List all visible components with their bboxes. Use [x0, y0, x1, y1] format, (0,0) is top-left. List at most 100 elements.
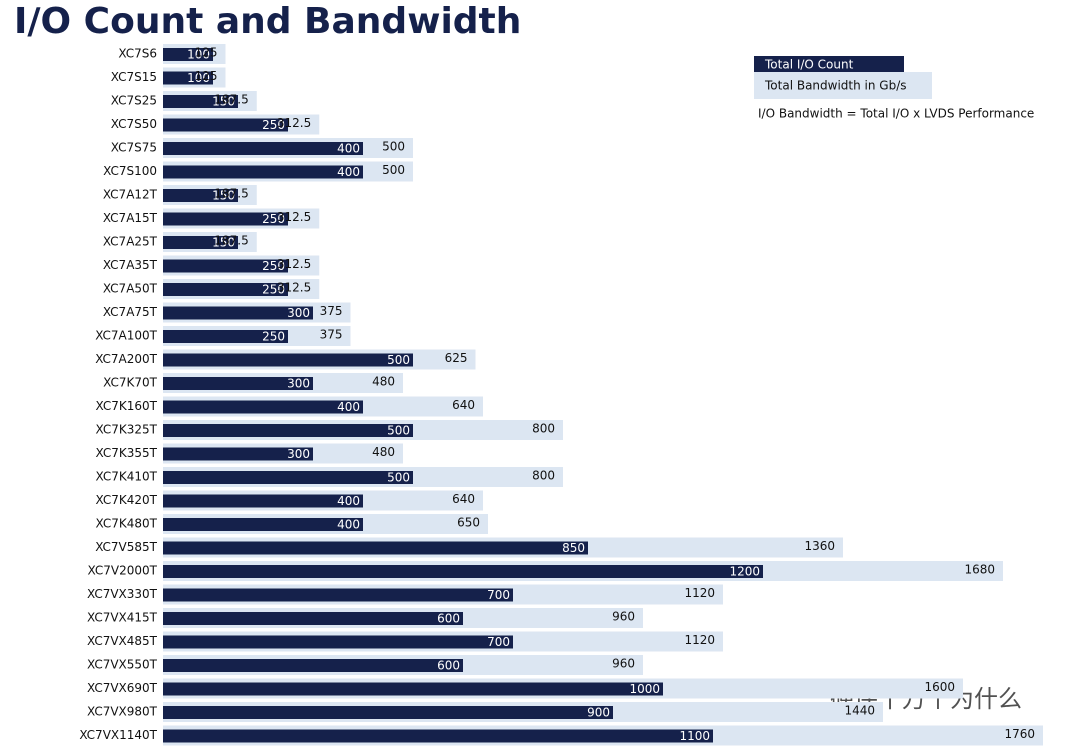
data-label: 250: [262, 330, 285, 344]
data-label: 1360: [804, 539, 835, 553]
bar: [163, 259, 288, 273]
data-label: 640: [452, 398, 475, 412]
data-label: 125: [195, 46, 218, 60]
data-label: 700: [487, 588, 510, 602]
data-label: 500: [387, 353, 410, 367]
y-tick-label: XC7VX1140T: [79, 728, 157, 742]
data-label: 800: [532, 422, 555, 436]
data-label: 625: [445, 351, 468, 365]
data-label: 375: [320, 328, 343, 342]
y-tick-label: XC7S6: [118, 47, 157, 61]
bar: [163, 424, 413, 437]
bar: [163, 541, 588, 555]
y-tick-label: XC7A35T: [103, 258, 158, 272]
data-label: 1000: [629, 682, 660, 696]
data-label: 640: [452, 492, 475, 506]
legend-label: Total I/O Count: [764, 58, 854, 72]
y-tick-label: XC7A15T: [103, 211, 158, 225]
data-label: 300: [287, 306, 310, 320]
data-label: 1100: [679, 729, 710, 743]
data-label: 400: [337, 165, 360, 179]
data-label: 300: [287, 377, 310, 391]
data-label: 375: [320, 304, 343, 318]
data-label: 500: [382, 140, 405, 154]
data-label: 400: [337, 142, 360, 156]
data-label: 1600: [924, 680, 955, 694]
data-label: 960: [612, 657, 635, 671]
bar: [163, 635, 513, 649]
data-label: 312.5: [277, 116, 311, 130]
bar: [163, 729, 713, 743]
bar: [163, 565, 763, 578]
bar: [163, 212, 288, 226]
bar: [163, 659, 463, 672]
annotation: I/O Bandwidth = Total I/O x LVDS Perform…: [758, 107, 1034, 121]
y-tick-label: XC7S25: [111, 94, 157, 108]
data-label: 650: [457, 516, 480, 530]
data-label: 600: [437, 659, 460, 673]
data-label: 150: [212, 95, 235, 109]
y-tick-label: XC7S75: [111, 141, 157, 155]
y-tick-label: XC7A200T: [95, 352, 157, 366]
y-tick-label: XC7K70T: [103, 376, 158, 390]
data-label: 250: [262, 118, 285, 132]
data-label: 125: [195, 69, 218, 83]
data-label: 250: [262, 283, 285, 297]
bar: [163, 706, 613, 719]
bar: [163, 612, 463, 625]
data-label: 800: [532, 469, 555, 483]
bar: [163, 189, 238, 202]
bar: [163, 95, 238, 108]
data-label: 400: [337, 518, 360, 532]
data-label: 600: [437, 612, 460, 626]
data-label: 312.5: [277, 281, 311, 295]
data-label: 250: [262, 259, 285, 273]
data-label: 1120: [684, 586, 715, 600]
bar: [163, 118, 288, 132]
bar: [163, 236, 238, 249]
y-tick-label: XC7K410T: [96, 470, 158, 484]
y-tick-label: XC7V2000T: [88, 564, 158, 578]
data-label: 187.5: [214, 187, 248, 201]
y-tick-label: XC7V585T: [95, 540, 157, 554]
y-tick-label: XC7VX415T: [87, 611, 158, 625]
data-label: 100: [187, 48, 210, 62]
bar: [163, 377, 313, 390]
bar: [163, 330, 288, 343]
bar: [163, 682, 663, 696]
y-tick-label: XC7VX980T: [87, 705, 158, 719]
bar: [163, 142, 363, 155]
data-label: 700: [487, 635, 510, 649]
legend-label: Total Bandwidth in Gb/s: [764, 79, 907, 93]
data-label: 500: [387, 424, 410, 438]
y-tick-label: XC7VX330T: [87, 587, 158, 601]
bar: [163, 353, 413, 367]
legend-swatch: [754, 72, 932, 99]
y-tick-label: XC7A12T: [103, 188, 158, 202]
data-label: 1680: [964, 563, 995, 577]
bar: [163, 588, 513, 602]
y-tick-label: XC7A75T: [103, 305, 158, 319]
bar: [163, 283, 288, 296]
y-tick-label: XC7S50: [111, 117, 157, 131]
data-label: 1200: [729, 565, 760, 579]
y-tick-label: XC7VX485T: [87, 634, 158, 648]
data-label: 900: [587, 706, 610, 720]
data-label: 500: [382, 163, 405, 177]
data-label: 400: [337, 494, 360, 508]
bar: [163, 447, 313, 461]
bar: [163, 494, 363, 508]
chart-title: I/O Count and Bandwidth: [14, 1, 521, 42]
legend-swatch: [754, 56, 904, 72]
bar: [163, 48, 213, 61]
data-label: 312.5: [277, 210, 311, 224]
y-tick-label: XC7S15: [111, 70, 157, 84]
data-label: 312.5: [277, 257, 311, 271]
y-tick-label: XC7A50T: [103, 282, 158, 296]
data-label: 100: [187, 71, 210, 85]
bar: [163, 165, 363, 179]
data-label: 1120: [684, 633, 715, 647]
y-tick-label: XC7S100: [103, 164, 157, 178]
